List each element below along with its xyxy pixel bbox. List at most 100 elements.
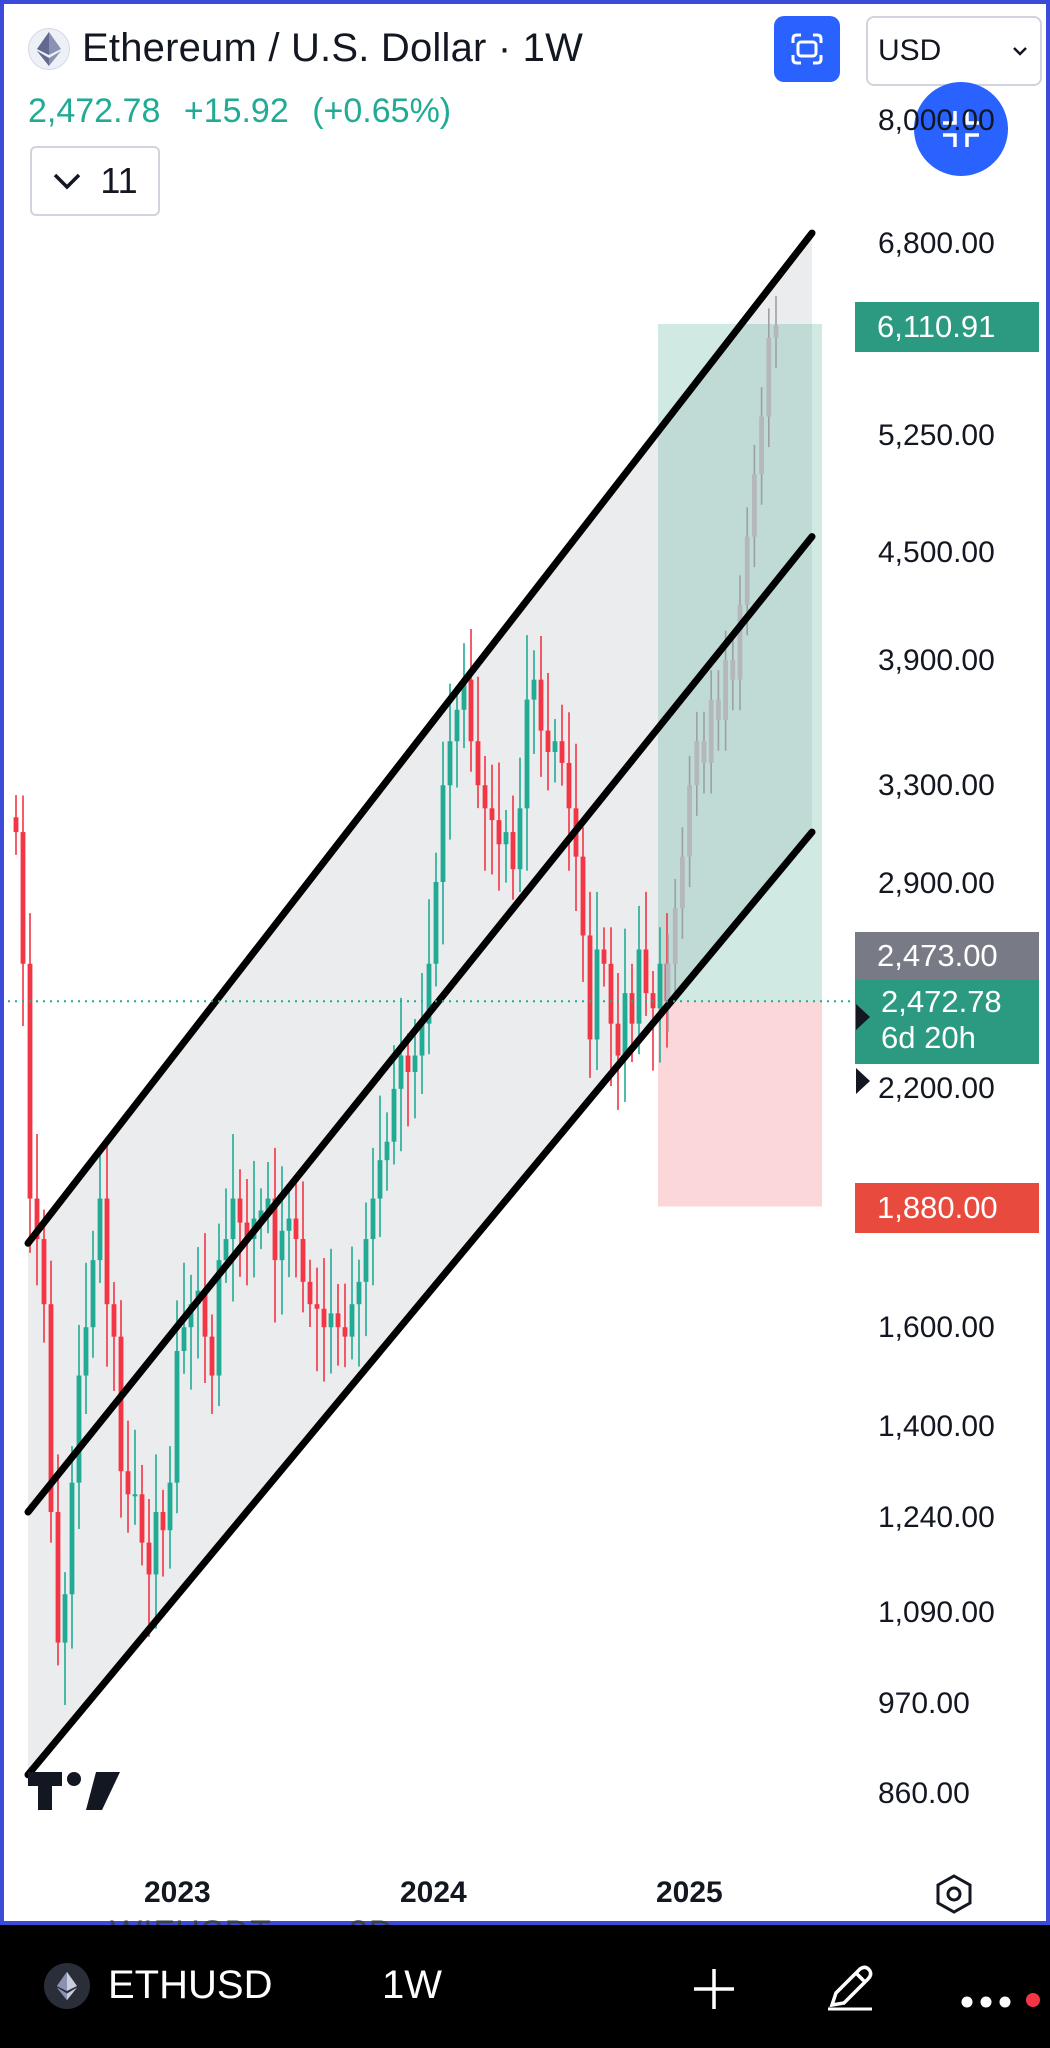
plus-icon[interactable] <box>690 1965 738 2013</box>
snapshot-button[interactable] <box>774 16 840 82</box>
candle-body <box>469 680 474 742</box>
projection-body <box>673 908 678 963</box>
projection-body <box>687 785 692 856</box>
current-price-tag: 2,472.78 6d 20h <box>855 980 1039 1064</box>
candle-body <box>21 832 26 964</box>
price-axis-label: 1,240.00 <box>878 1501 995 1535</box>
projection-body <box>738 605 743 680</box>
entry-price-tag: 2,473.00 <box>855 932 1039 980</box>
projection-body <box>694 741 699 785</box>
projection-body <box>752 474 757 536</box>
candle-body <box>308 1282 313 1304</box>
candle-body <box>77 1376 82 1483</box>
candle-body <box>350 1304 355 1336</box>
candle-body <box>140 1494 145 1542</box>
chevron-down-icon <box>1012 45 1028 57</box>
price-axis-label: 2,900.00 <box>878 867 995 901</box>
symbol-header[interactable]: Ethereum / U.S. Dollar · 1W <box>28 26 583 71</box>
candle-body <box>497 820 502 844</box>
symbol-title: Ethereum / U.S. Dollar · 1W <box>82 26 583 71</box>
candle-body <box>434 882 439 964</box>
indicators-toggle-button[interactable]: 11 <box>30 146 160 216</box>
candle <box>28 913 33 1253</box>
candle-body <box>525 700 530 809</box>
candle-body <box>413 1056 418 1072</box>
candle-body <box>56 1512 61 1643</box>
last-price: 2,472.78 <box>28 92 160 130</box>
interval-button[interactable]: 1W <box>382 1963 442 2008</box>
candle-body <box>343 1327 348 1336</box>
candle-body <box>539 680 544 731</box>
candle-body <box>483 785 488 808</box>
snapshot-icon <box>789 31 825 67</box>
chart-window: Ethereum / U.S. Dollar · 1W 2,472.78 +15… <box>0 0 1050 1925</box>
candle-body <box>126 1471 131 1494</box>
time-axis-label: 2023 <box>144 1876 211 1910</box>
settings-icon[interactable] <box>932 1872 976 1916</box>
current-price-marker-icon <box>856 1004 872 1030</box>
currency-value: USD <box>878 34 941 68</box>
price-axis-label: 860.00 <box>878 1777 970 1811</box>
candle-body <box>175 1351 180 1483</box>
drawing-pen-icon[interactable] <box>822 1959 878 2015</box>
candle-body <box>406 1056 411 1072</box>
projection-body <box>723 660 728 720</box>
candle-body <box>511 832 516 869</box>
price-axis-label: 1,090.00 <box>878 1596 995 1630</box>
projection-body <box>680 857 685 909</box>
candle-body <box>84 1327 89 1375</box>
candle-body <box>231 1199 236 1239</box>
price-axis-label: 3,300.00 <box>878 769 995 803</box>
candle-body <box>518 808 523 869</box>
price-axis-label: 5,250.00 <box>878 419 995 453</box>
candle-body <box>301 1239 306 1282</box>
price-axis-label: 2,200.00 <box>878 1072 995 1106</box>
price-axis-label: 8,000.00 <box>878 104 995 138</box>
candle-body <box>70 1483 75 1595</box>
candle-body <box>42 1239 47 1304</box>
bar-countdown: 6d 20h <box>881 1020 1039 1056</box>
price-change: +15.92 <box>184 92 289 130</box>
candle-body <box>154 1512 159 1574</box>
target-price-tag: 6,110.91 <box>855 302 1039 352</box>
candle-body <box>336 1313 341 1327</box>
candle-body <box>532 680 537 700</box>
candle-body <box>280 1231 285 1260</box>
candle-body <box>238 1199 243 1223</box>
candle-body <box>294 1219 299 1240</box>
candle-body <box>378 1160 383 1198</box>
price-axis-label: 970.00 <box>878 1687 970 1721</box>
loss-zone <box>658 1001 822 1206</box>
candle-body <box>441 785 446 882</box>
ethereum-logo-icon <box>28 28 70 70</box>
candle-body <box>448 741 453 785</box>
candle-body <box>504 832 509 844</box>
projection-body <box>745 537 750 605</box>
more-menu-icon[interactable] <box>960 1975 1012 2020</box>
candle-body <box>546 731 551 752</box>
indicators-count: 11 <box>100 160 137 202</box>
price-axis-label: 4,500.00 <box>878 536 995 570</box>
price-marker-icon <box>856 1068 872 1094</box>
projection-body <box>666 964 671 1001</box>
candle-body <box>14 817 19 832</box>
ethereum-logo-icon[interactable] <box>44 1963 90 2009</box>
candle-body <box>553 741 558 752</box>
candle-body <box>315 1304 320 1309</box>
candle-body <box>224 1239 229 1260</box>
candle-body <box>490 808 495 820</box>
candle-body <box>147 1543 152 1575</box>
candle-body <box>210 1337 215 1376</box>
candle-body <box>623 993 628 1055</box>
projection-body <box>774 325 779 337</box>
time-axis-label: 2025 <box>656 1876 723 1910</box>
candle-body <box>637 949 642 1023</box>
candle-body <box>112 1304 117 1336</box>
symbol-button[interactable]: ETHUSD <box>108 1963 272 2008</box>
price-axis-label: 1,400.00 <box>878 1410 995 1444</box>
projection-body <box>766 338 771 417</box>
candle-body <box>161 1512 166 1530</box>
price-axis-label: 1,600.00 <box>878 1311 995 1345</box>
candle-body <box>602 949 607 963</box>
currency-select[interactable]: USD <box>866 16 1042 86</box>
